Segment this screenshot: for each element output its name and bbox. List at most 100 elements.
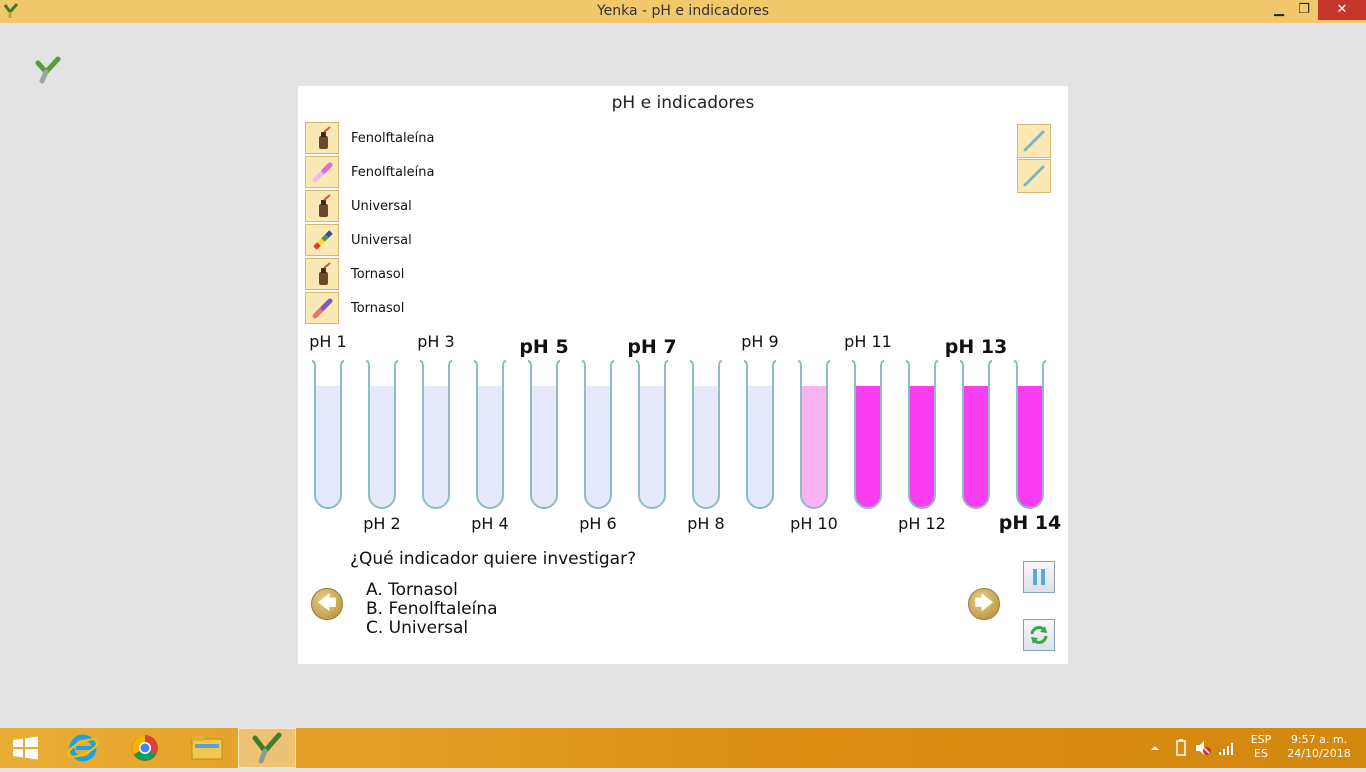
tube-glass <box>635 360 669 509</box>
indicator-button[interactable] <box>305 156 339 188</box>
ph-label: pH 12 <box>898 514 946 533</box>
yenka-icon <box>252 732 282 764</box>
ph-label: pH 7 <box>627 336 677 358</box>
ph-label: pH 1 <box>309 332 347 351</box>
minimize-button[interactable]: ▁ <box>1274 2 1284 17</box>
refresh-icon <box>1030 626 1048 644</box>
test-tube[interactable] <box>473 360 507 509</box>
test-tube[interactable] <box>959 360 993 509</box>
test-tube[interactable] <box>581 360 615 509</box>
question-text: ¿Qué indicador quiere investigar? <box>350 549 637 569</box>
ph-label: pH 14 <box>998 512 1062 534</box>
indicator-label: Fenolftaleína <box>351 131 435 146</box>
tube-liquid <box>747 386 773 508</box>
ph-label: pH 9 <box>741 332 779 351</box>
ph-label: pH 5 <box>519 336 569 358</box>
ph-label: pH 3 <box>417 332 455 351</box>
test-tube[interactable] <box>419 360 453 509</box>
tube-liquid <box>801 386 827 508</box>
test-tube[interactable] <box>851 360 885 509</box>
test-tube[interactable] <box>689 360 723 509</box>
reset-button[interactable] <box>1023 619 1055 651</box>
tube-glass <box>365 360 399 509</box>
test-tube[interactable] <box>905 360 939 509</box>
chrome-taskbar-button[interactable] <box>114 728 176 768</box>
yenka-taskbar-button[interactable] <box>238 728 296 768</box>
indicator-label: Tornasol <box>351 267 405 282</box>
keyboard-layout-code: ES <box>1254 747 1268 760</box>
maximize-button[interactable]: ❐ <box>1298 2 1310 17</box>
tube-liquid <box>477 386 503 508</box>
indicator-label: Tornasol <box>351 301 405 316</box>
language-code: ESP <box>1250 733 1272 746</box>
dropper-bottle-icon <box>319 194 331 217</box>
taskbar: ESP ES 9:57 a. m. 24/10/2018 <box>0 728 1366 768</box>
indicator-label: Fenolftaleína <box>351 165 435 180</box>
paper-strip-litmus-icon <box>312 298 333 319</box>
indicator-button[interactable] <box>305 190 339 222</box>
tube-liquid <box>909 386 935 508</box>
test-tube[interactable] <box>743 360 777 509</box>
tube-glass <box>527 360 561 509</box>
previous-button[interactable]: 🡄 <box>311 588 343 620</box>
indicator-button[interactable] <box>305 292 339 324</box>
clock[interactable]: 9:57 a. m. 24/10/2018 <box>1284 733 1354 761</box>
dropper-bottle-icon <box>319 126 331 149</box>
close-button[interactable]: ✕ <box>1318 0 1366 20</box>
test-tubes-drawing <box>311 360 1047 509</box>
tube-liquid <box>369 386 395 508</box>
test-tube[interactable] <box>1013 360 1047 509</box>
glass-rod-icon <box>1023 130 1045 152</box>
test-tube[interactable] <box>635 360 669 509</box>
tube-liquid <box>1017 386 1043 508</box>
next-button[interactable]: 🡆 <box>968 588 1000 620</box>
tube-glass <box>959 360 993 509</box>
paper-strip-pink-icon <box>312 162 333 183</box>
battery-icon[interactable] <box>1175 739 1187 757</box>
glass-rod-button[interactable] <box>1017 124 1051 158</box>
network-signal-icon[interactable] <box>1218 739 1236 757</box>
glass-rod-icon <box>1023 165 1045 187</box>
ph-label: pH 8 <box>687 514 725 533</box>
window-title: Yenka - pH e indicadores <box>596 3 770 19</box>
tube-glass <box>797 360 831 509</box>
tube-liquid <box>315 386 341 508</box>
dropper-bottle-icon <box>319 262 331 285</box>
option-b[interactable]: B. Fenolftaleína <box>366 599 498 619</box>
input-language-indicator[interactable]: ESP ES <box>1244 733 1278 761</box>
indicator-button[interactable] <box>305 224 339 256</box>
tube-liquid <box>531 386 557 508</box>
test-tube-rack: pH 1 pH 2 pH 3 pH 4 pH 5 pH 6 pH 7 pH 8 pH 9 pH 1… <box>298 326 1068 546</box>
arrow-left-icon: 🡄 <box>317 593 337 614</box>
clock-time: 9:57 a. m. <box>1290 733 1348 746</box>
yenka-logo-icon[interactable] <box>33 55 63 85</box>
ph-label: pH 6 <box>579 514 617 533</box>
ph-label: pH 13 <box>944 336 1008 358</box>
internet-explorer-taskbar-button[interactable] <box>52 728 114 768</box>
test-tube[interactable] <box>797 360 831 509</box>
test-tube[interactable] <box>365 360 399 509</box>
ph-label: pH 11 <box>844 332 892 351</box>
glass-rod-button[interactable] <box>1017 159 1051 193</box>
show-hidden-icons-icon[interactable] <box>1149 742 1161 754</box>
tube-glass <box>473 360 507 509</box>
test-tube[interactable] <box>527 360 561 509</box>
pause-button[interactable] <box>1023 561 1055 593</box>
tube-glass <box>311 360 345 509</box>
option-c[interactable]: C. Universal <box>366 618 469 638</box>
start-button[interactable] <box>0 728 52 768</box>
indicator-label: Universal <box>351 233 412 248</box>
tube-glass <box>419 360 453 509</box>
panel-title: pH e indicadores <box>611 93 755 113</box>
indicator-button[interactable] <box>305 258 339 290</box>
tube-liquid <box>423 386 449 508</box>
indicator-button[interactable] <box>305 122 339 154</box>
tube-liquid <box>585 386 611 508</box>
test-tube[interactable] <box>311 360 345 509</box>
volume-muted-icon[interactable] <box>1194 739 1212 757</box>
simulation-panel: pH e indicadores Fenolftaleína Fenolftale… <box>298 86 1068 664</box>
option-a[interactable]: A. Tornasol <box>366 580 458 600</box>
tube-liquid <box>963 386 989 508</box>
file-explorer-taskbar-button[interactable] <box>176 728 238 768</box>
tube-liquid <box>855 386 881 508</box>
